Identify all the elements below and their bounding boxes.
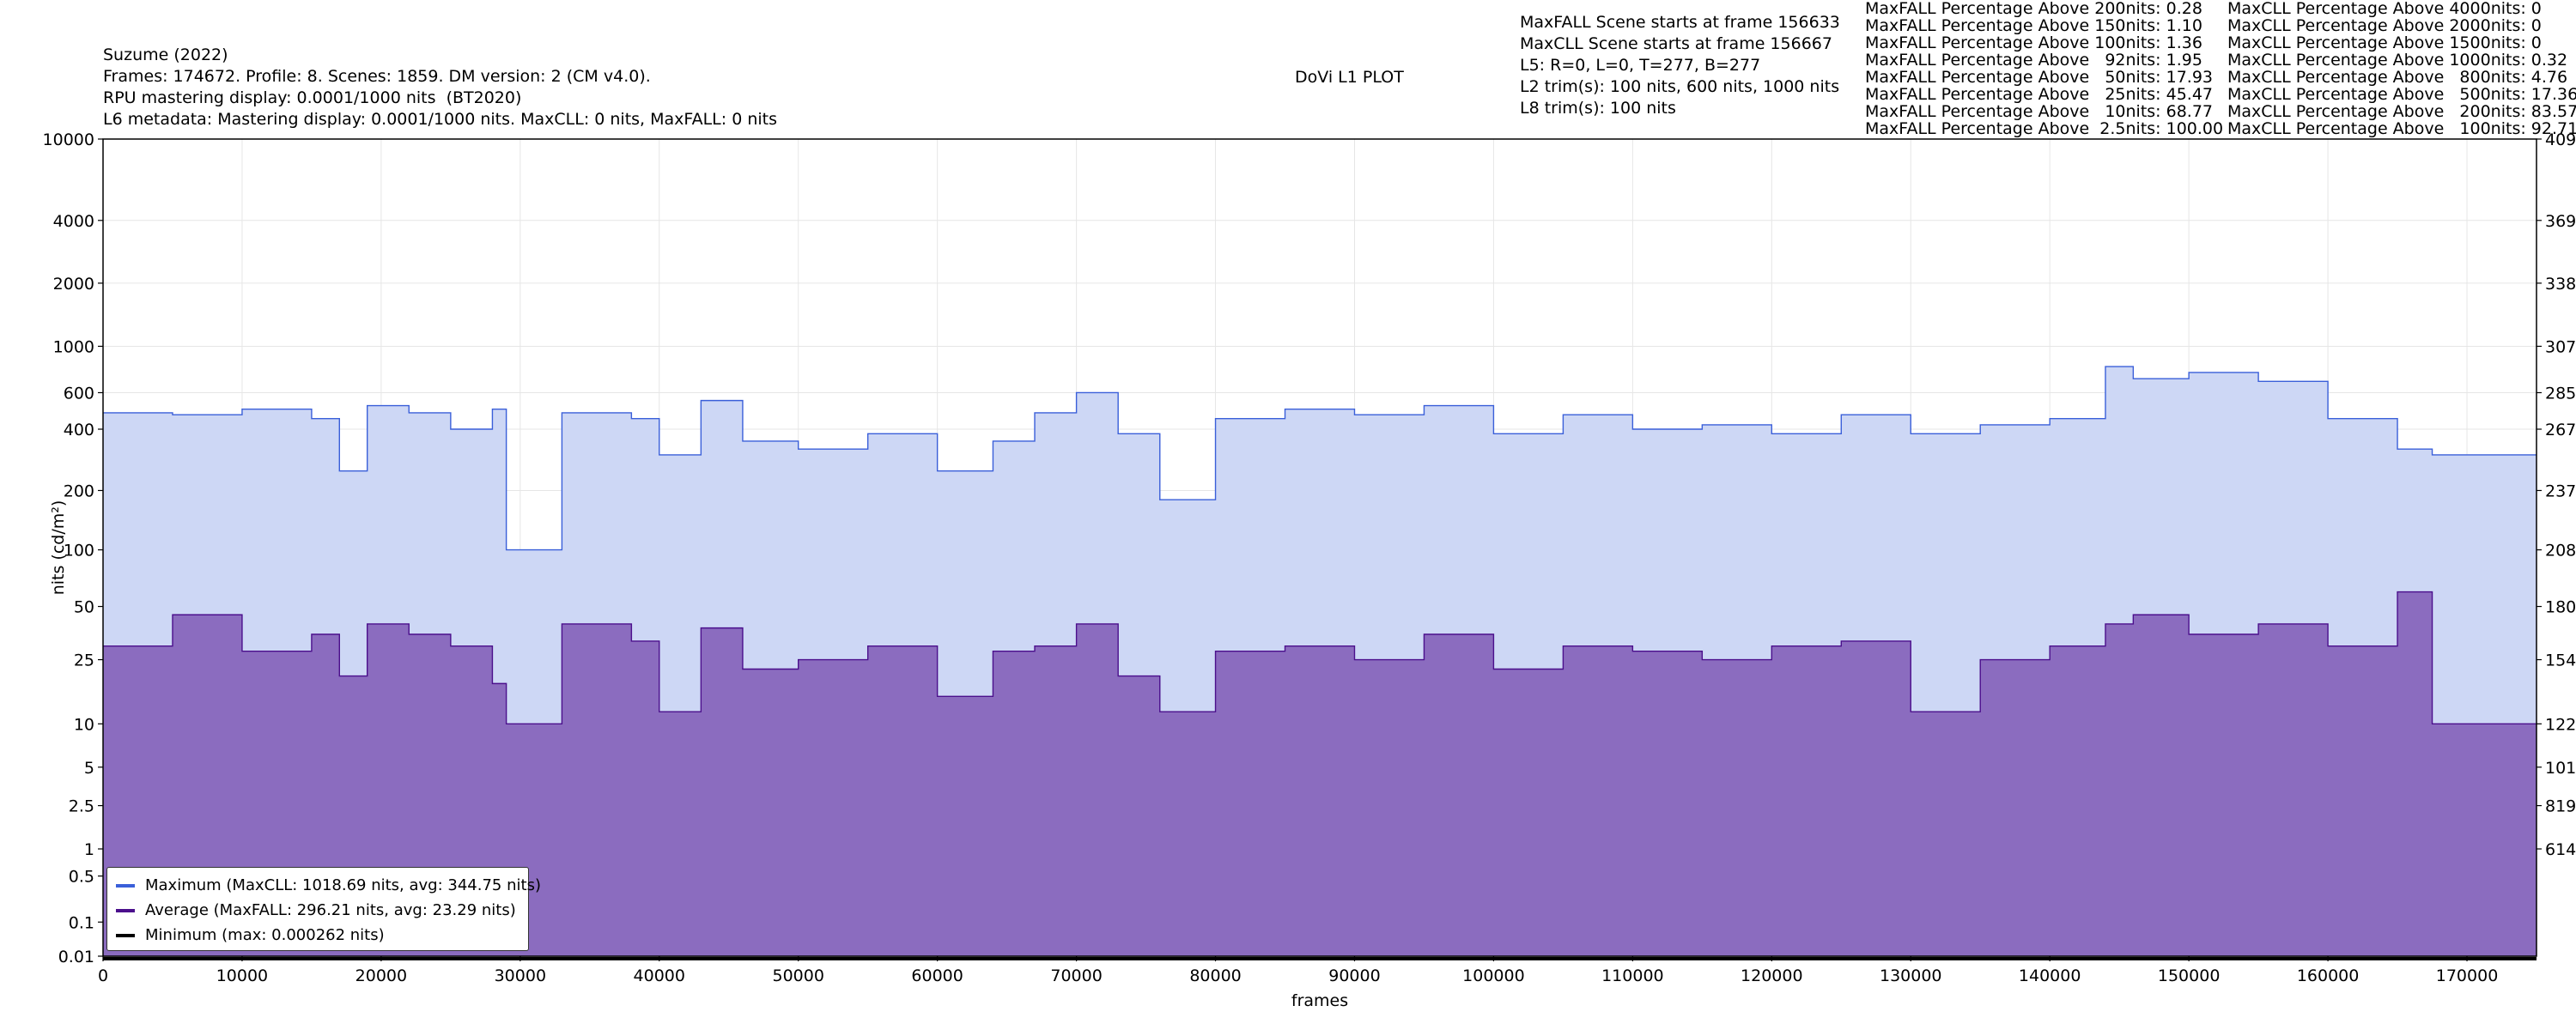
header-l6-line: L6 metadata: Mastering display: 0.0001/1…: [103, 110, 778, 129]
y2-tick-label: 819: [2545, 797, 2576, 816]
x-tick-label: 120000: [1741, 966, 1803, 985]
y-tick-label: 5: [84, 759, 94, 778]
y-tick-label: 200: [64, 482, 94, 500]
legend-swatch-average: [116, 909, 135, 912]
header-rpu-line: RPU mastering display: 0.0001/1000 nits …: [103, 88, 522, 107]
y-tick-label: 25: [74, 651, 94, 670]
y2-tick-label: 4095: [2545, 130, 2576, 149]
y-tick-label: 2000: [53, 275, 94, 294]
chart-legend: Maximum (MaxCLL: 1018.69 nits, avg: 344.…: [106, 867, 541, 951]
maxfall-pct-line: MaxFALL Percentage Above 150nits: 1.10: [1865, 16, 2202, 35]
x-tick-label: 150000: [2158, 966, 2221, 985]
x-tick-label: 70000: [1050, 966, 1102, 985]
maxfall-pct-line: MaxFALL Percentage Above 25nits: 45.47: [1865, 85, 2214, 104]
legend-swatch-maximum: [116, 884, 135, 888]
x-tick-label: 0: [98, 966, 108, 985]
y-tick-label: 1000: [53, 337, 94, 356]
x-tick-label: 60000: [911, 966, 963, 985]
y2-tick-label: 614: [2545, 840, 2576, 859]
scene-info-line: L2 trim(s): 100 nits, 600 nits, 1000 nit…: [1520, 77, 1840, 96]
legend-label-minimum: Minimum (max: 0.000262 nits): [145, 926, 385, 944]
maxcll-pct-line: MaxCLL Percentage Above 500nits: 17.36: [2227, 85, 2576, 104]
y-tick-label: 100: [64, 542, 94, 560]
y2-tick-label: 3388: [2545, 275, 2576, 294]
x-tick-label: 90000: [1328, 966, 1380, 985]
maxcll-pct-line: MaxCLL Percentage Above 1000nits: 0.32: [2227, 51, 2568, 70]
series-maximum-line: [103, 366, 2537, 551]
y-tick-label: 0.01: [58, 948, 94, 966]
scene-info-line: MaxCLL Scene starts at frame 156667: [1520, 34, 1832, 53]
header-frames-line: Frames: 174672. Profile: 8. Scenes: 1859…: [103, 67, 651, 86]
y2-tick-label: 3696: [2545, 212, 2576, 231]
scene-info-line: L8 trim(s): 100 nits: [1520, 99, 1676, 118]
maxcll-pct-line: MaxCLL Percentage Above 2000nits: 0: [2227, 16, 2542, 35]
y2-tick-label: 2081: [2545, 542, 2576, 560]
x-tick-label: 40000: [634, 966, 685, 985]
x-tick-label: 140000: [2019, 966, 2081, 985]
legend-label-average: Average (MaxFALL: 296.21 nits, avg: 23.2…: [145, 901, 516, 919]
maxcll-pct-line: MaxCLL Percentage Above 100nits: 92.71: [2227, 119, 2576, 138]
maxfall-pct-line: MaxFALL Percentage Above 50nits: 17.93: [1865, 68, 2214, 87]
scene-info-line: MaxFALL Scene starts at frame 156633: [1520, 13, 1840, 32]
y-tick-label: 10: [74, 715, 94, 734]
y-tick-label: 600: [64, 384, 94, 403]
y-tick-label: 0.5: [69, 868, 94, 887]
legend-item-maximum: Maximum (MaxCLL: 1018.69 nits, avg: 344.…: [116, 875, 541, 897]
y-tick-label: 50: [74, 598, 94, 617]
x-tick-label: 30000: [495, 966, 546, 985]
x-tick-label: 100000: [1462, 966, 1525, 985]
x-tick-label: 10000: [216, 966, 268, 985]
legend-label-maximum: Maximum (MaxCLL: 1018.69 nits, avg: 344.…: [145, 876, 541, 894]
series-layer: [102, 366, 2537, 960]
maxcll-pct-line: MaxCLL Percentage Above 800nits: 4.76: [2227, 68, 2568, 87]
y2-tick-label: 1542: [2545, 651, 2576, 670]
header-title: Suzume (2022): [103, 45, 228, 64]
maxfall-pct-line: MaxFALL Percentage Above 200nits: 0.28: [1865, 0, 2202, 18]
y2-tick-label: 3079: [2545, 337, 2576, 356]
x-tick-label: 80000: [1189, 966, 1241, 985]
maxfall-pct-line: MaxFALL Percentage Above 2.5nits: 100.00: [1865, 119, 2224, 138]
x-axis-label: frames: [1291, 991, 1348, 1010]
y2-tick-label: 1803: [2545, 598, 2576, 617]
x-tick-label: 130000: [1880, 966, 1942, 985]
legend-item-minimum: Minimum (max: 0.000262 nits): [116, 924, 385, 947]
maxfall-pct-line: MaxFALL Percentage Above 92nits: 1.95: [1865, 51, 2202, 70]
scene-info-line: L5: R=0, L=0, T=277, B=277: [1520, 56, 1761, 75]
x-tick-label: 110000: [1601, 966, 1664, 985]
legend-swatch-minimum: [116, 934, 135, 937]
plot-frame: [102, 138, 2537, 957]
x-tick-label: 170000: [2436, 966, 2499, 985]
y2-tick-label: 2851: [2545, 384, 2576, 403]
maxcll-pct-line: MaxCLL Percentage Above 4000nits: 0: [2227, 0, 2542, 18]
x-tick-label: 160000: [2297, 966, 2360, 985]
maxcll-pct-line: MaxCLL Percentage Above 1500nits: 0: [2227, 33, 2542, 52]
maxcll-pct-line: MaxCLL Percentage Above 200nits: 83.57: [2227, 102, 2576, 121]
x-tick-label: 20000: [355, 966, 407, 985]
maxfall-pct-line: MaxFALL Percentage Above 10nits: 68.77: [1865, 102, 2214, 121]
y-tick-label: 4000: [53, 212, 94, 231]
y-axis-label: nits (cd/m²): [49, 500, 68, 596]
plot-name: DoVi L1 PLOT: [1295, 68, 1404, 87]
y-tick-label: 0.1: [69, 913, 94, 932]
y2-tick-label: 1015: [2545, 759, 2576, 778]
maxfall-pct-line: MaxFALL Percentage Above 100nits: 1.36: [1865, 33, 2202, 52]
series-average-area: [103, 591, 2537, 956]
legend-item-average: Average (MaxFALL: 296.21 nits, avg: 23.2…: [116, 900, 516, 922]
y-tick-label: 1: [84, 840, 94, 859]
axis-layer: 0.01 0.1 0.5 1 2.5 5 10 25 50 100 200 400 600 1000 200…: [43, 130, 2576, 985]
y-tick-label: 400: [64, 421, 94, 439]
x-tick-label: 50000: [772, 966, 823, 985]
y-tick-label: 2.5: [69, 797, 94, 816]
y2-tick-label: 1229: [2545, 715, 2576, 734]
y-tick-label: 10000: [43, 130, 94, 149]
series-average-line: [103, 591, 2537, 725]
